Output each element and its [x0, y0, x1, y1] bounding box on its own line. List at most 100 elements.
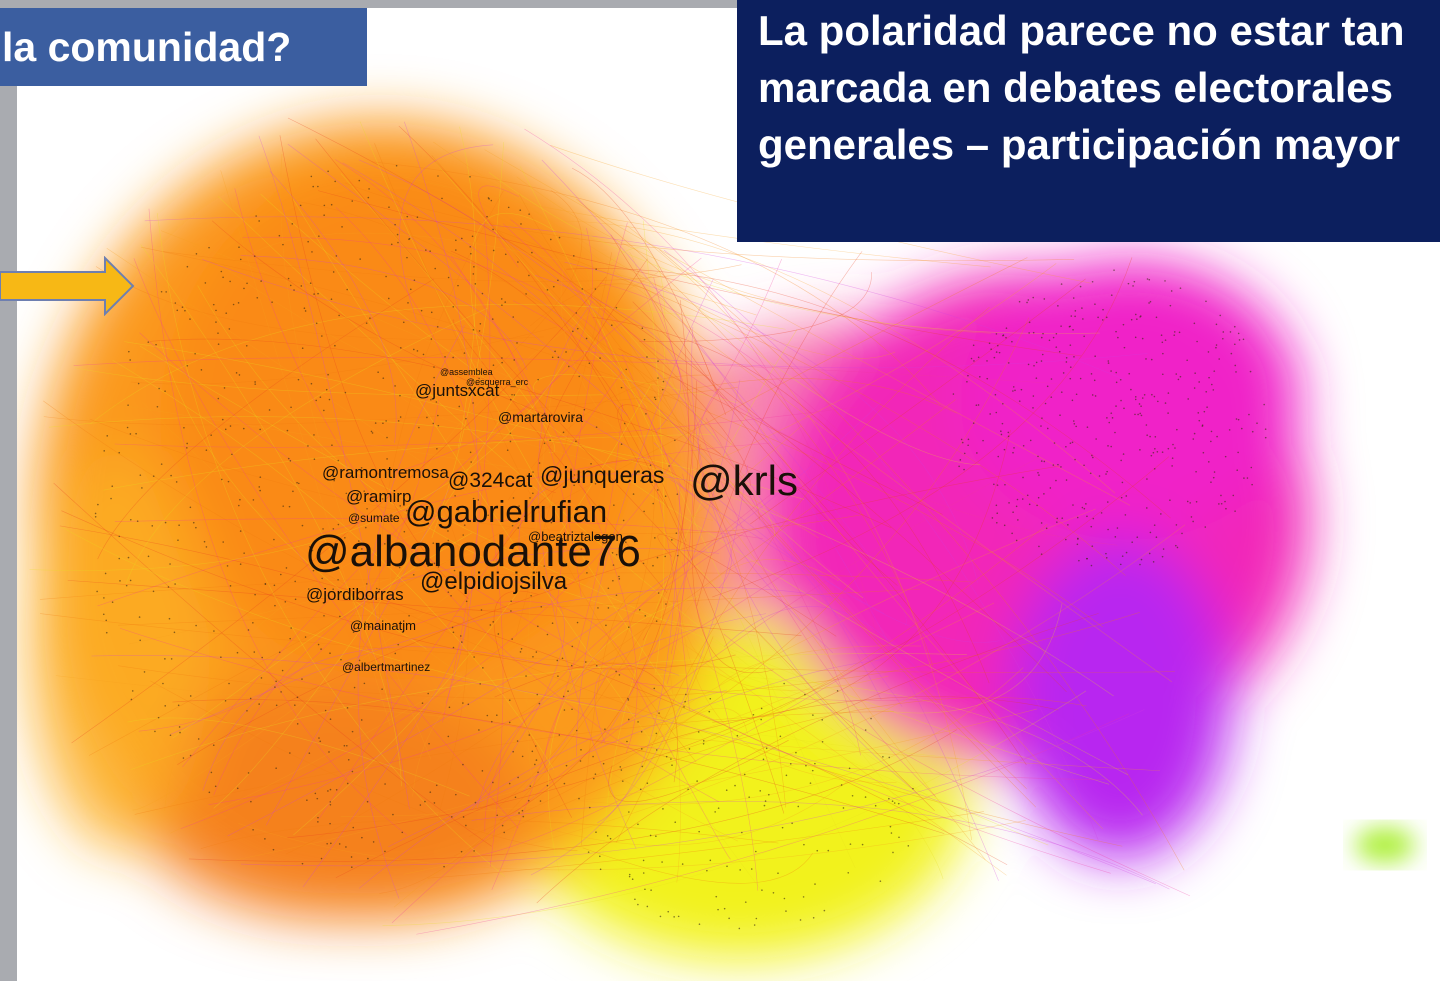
node: [1041, 417, 1043, 419]
node: [549, 238, 552, 241]
node: [459, 635, 462, 637]
small-community: [1355, 827, 1415, 863]
edge: [118, 612, 1140, 700]
node: [1119, 378, 1122, 381]
node: [371, 432, 374, 434]
node: [455, 793, 457, 796]
node: [1157, 400, 1159, 403]
node: [1122, 453, 1125, 455]
node: [597, 607, 599, 609]
edge: [544, 494, 772, 774]
node: [1149, 300, 1152, 303]
node: [512, 316, 515, 318]
edge: [471, 611, 951, 858]
node: [517, 776, 519, 779]
node: [643, 510, 645, 513]
node: [1139, 449, 1141, 451]
node: [743, 773, 746, 776]
node: [352, 826, 355, 829]
node: [147, 555, 150, 558]
node: [963, 452, 966, 455]
node: [478, 729, 480, 731]
node: [594, 288, 597, 290]
node: [212, 744, 215, 747]
node: [363, 490, 366, 492]
edge: [156, 213, 506, 877]
node: [254, 381, 256, 383]
node: [492, 621, 495, 623]
node: [1140, 414, 1143, 417]
node: [1193, 432, 1196, 435]
node: [847, 871, 850, 874]
node: [370, 430, 373, 433]
node: [1246, 477, 1249, 479]
node: [105, 631, 108, 634]
node: [1194, 372, 1196, 374]
node: [441, 197, 443, 200]
node: [879, 880, 882, 883]
node: [531, 251, 533, 254]
node: [1060, 391, 1063, 393]
node: [977, 356, 980, 359]
node: [546, 289, 549, 291]
node: [427, 692, 429, 695]
edge: [723, 606, 951, 715]
node: [610, 324, 613, 326]
node: [1164, 339, 1167, 341]
node: [297, 482, 300, 485]
node: [814, 883, 816, 885]
node: [537, 771, 539, 774]
node: [1076, 516, 1079, 519]
node: [428, 742, 430, 745]
node: [118, 557, 121, 560]
node: [1065, 356, 1068, 359]
node: [632, 493, 635, 495]
node: [487, 197, 490, 199]
node: [1251, 483, 1253, 486]
node: [1105, 316, 1108, 319]
node: [308, 752, 311, 754]
node: [430, 338, 433, 340]
node: [1000, 433, 1003, 436]
edge: [128, 263, 1057, 645]
node: [643, 338, 646, 341]
node: [1050, 378, 1053, 380]
edge: [694, 342, 907, 626]
node: [509, 440, 512, 443]
edge: [523, 670, 609, 792]
node: [573, 484, 575, 487]
node: [620, 443, 623, 445]
node: [802, 896, 805, 898]
node: [385, 275, 387, 278]
node: [811, 769, 814, 772]
edge: [73, 356, 1057, 384]
node: [799, 919, 802, 921]
node: [384, 783, 386, 785]
node: [1082, 318, 1084, 320]
node: [609, 837, 612, 840]
node: [1110, 445, 1112, 448]
node: [1171, 457, 1174, 459]
edge: [457, 126, 477, 449]
node: [164, 705, 167, 707]
edge: [378, 190, 504, 750]
node: [312, 185, 315, 188]
node: [480, 609, 483, 611]
node: [275, 767, 277, 770]
node: [367, 196, 370, 199]
node: [634, 898, 636, 901]
edge: [589, 295, 751, 486]
node: [364, 621, 367, 623]
node: [1153, 524, 1156, 526]
node: [986, 377, 989, 380]
node: [849, 843, 852, 845]
edge: [617, 404, 721, 509]
node: [851, 794, 854, 797]
node: [1011, 340, 1013, 343]
node: [613, 504, 615, 506]
node: [284, 600, 287, 603]
node: [654, 537, 656, 539]
node: [492, 364, 495, 366]
node-label: @sumate: [348, 511, 400, 525]
node: [627, 718, 630, 721]
